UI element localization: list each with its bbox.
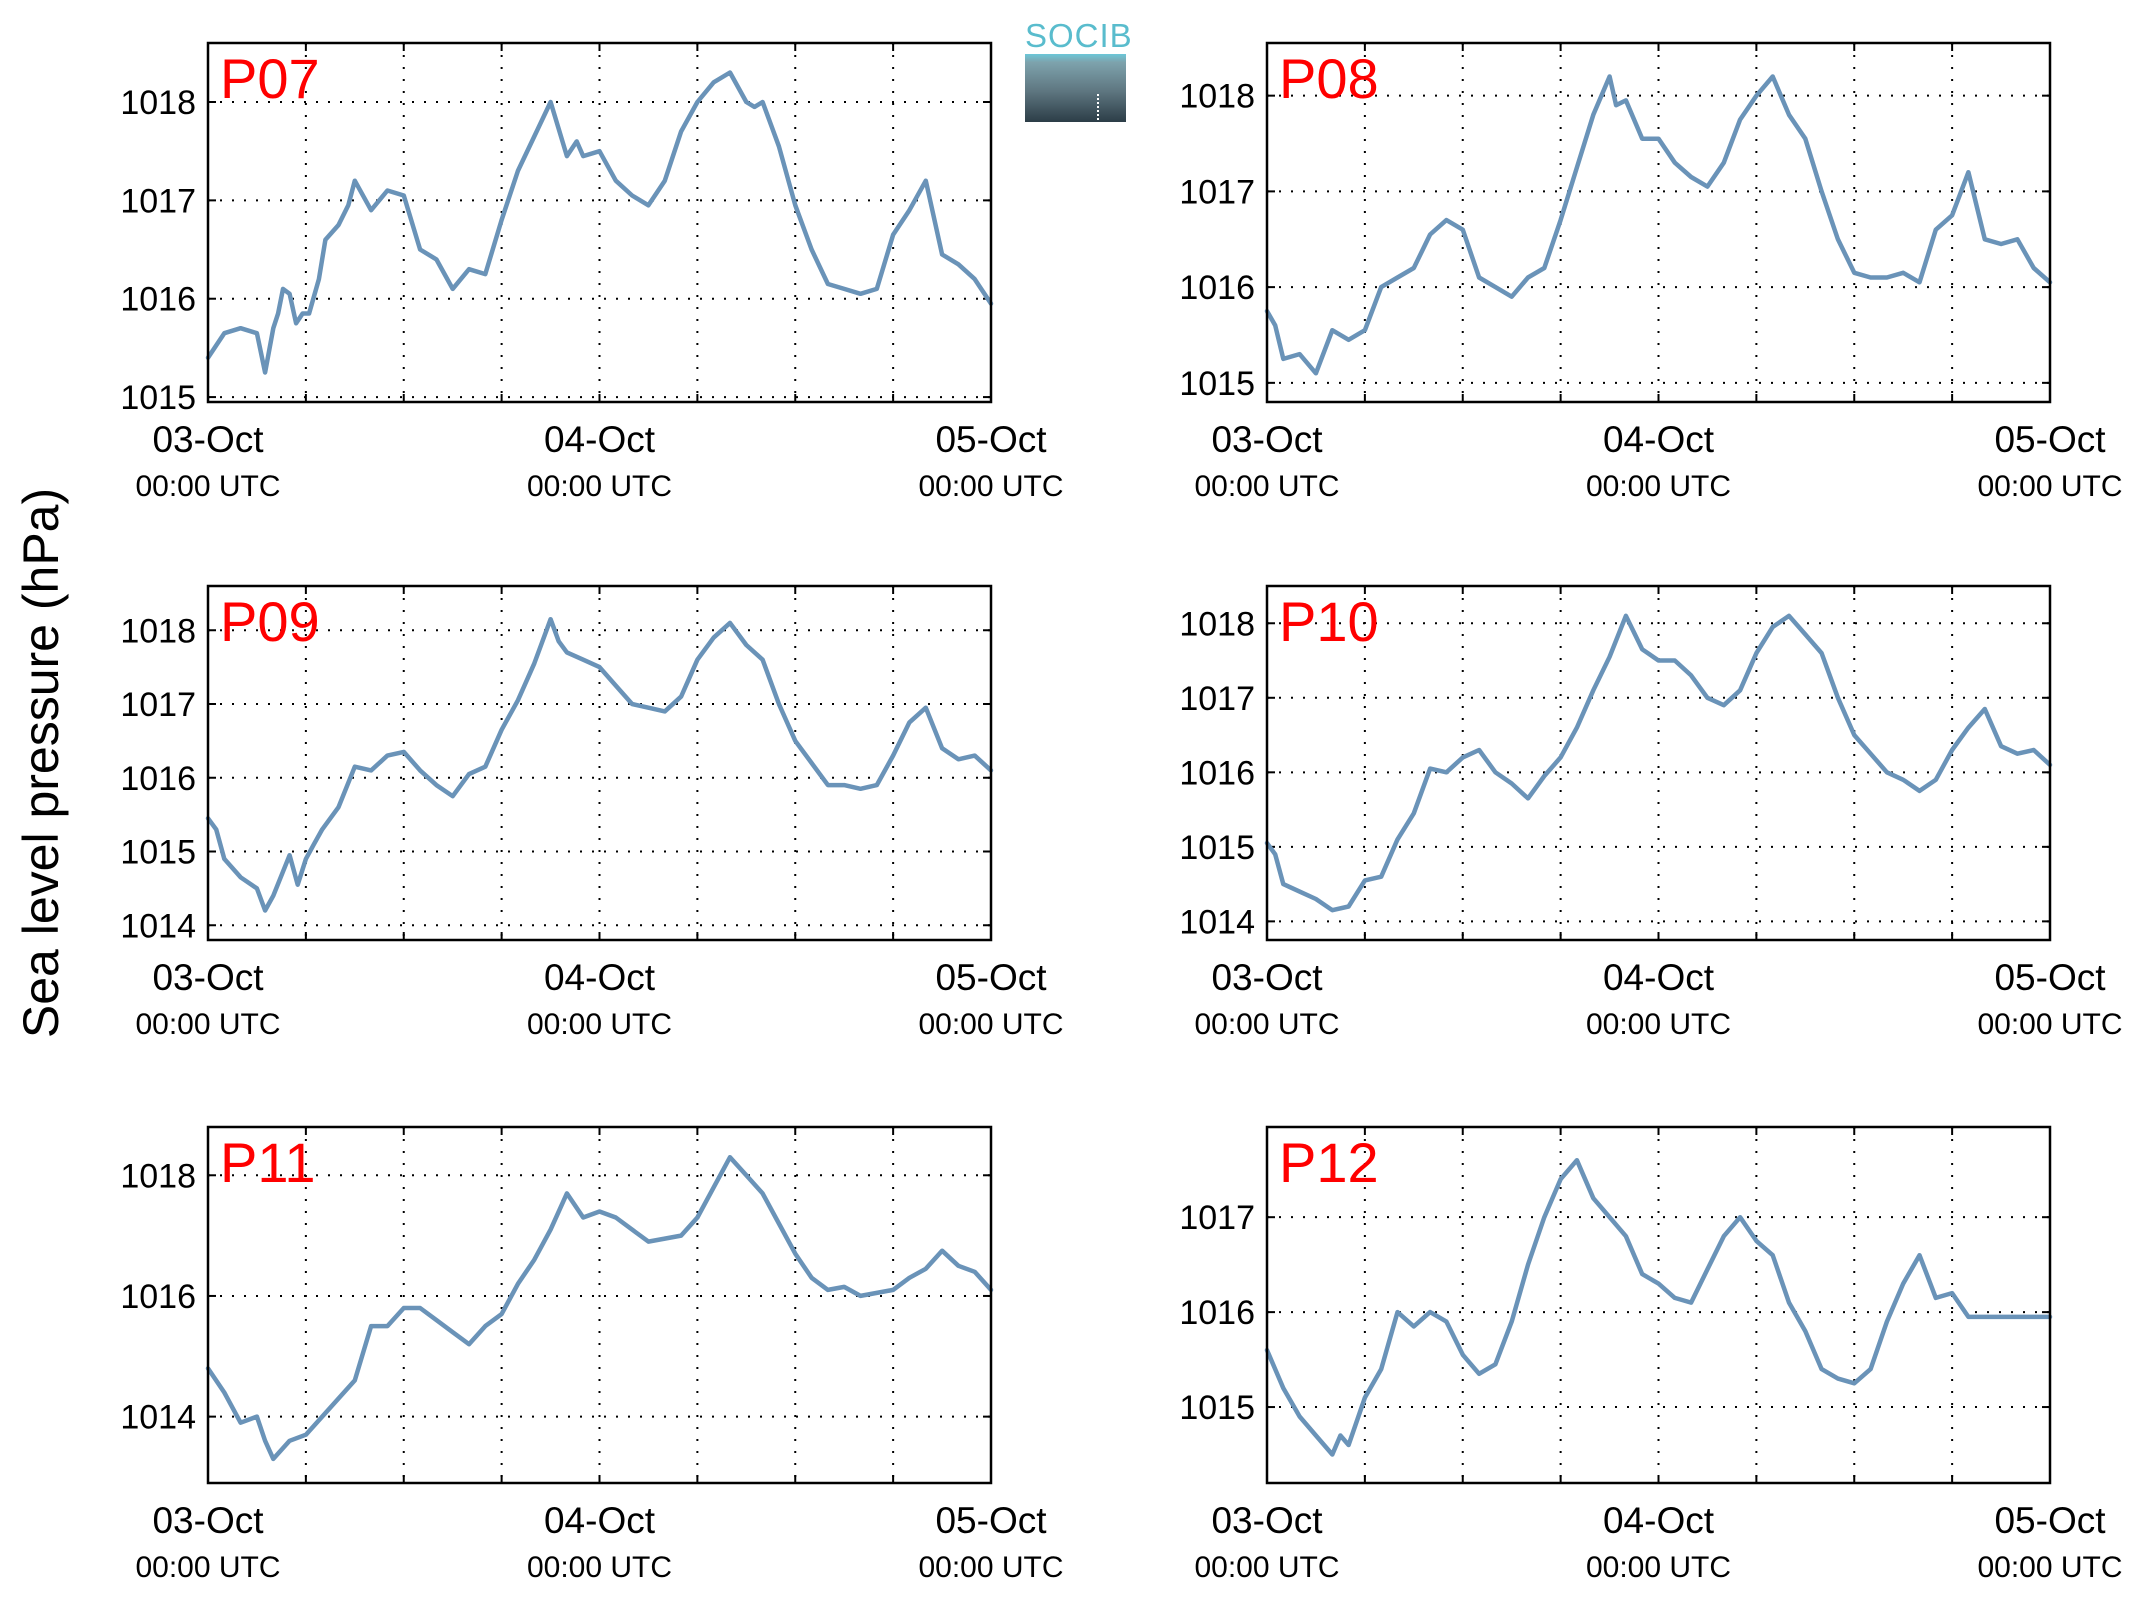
- x-tick-date-label: 04-Oct: [1603, 957, 1715, 998]
- x-tick-date-label: 03-Oct: [1211, 1500, 1323, 1541]
- x-tick-time-label: 00:00 UTC: [1194, 470, 1339, 503]
- panel-label: P12: [1279, 1131, 1379, 1194]
- x-tick-date-label: 05-Oct: [1994, 419, 2106, 460]
- x-tick-time-label: 00:00 UTC: [1194, 1008, 1339, 1041]
- series-line: [205, 70, 994, 375]
- x-tick-time-label: 00:00 UTC: [1586, 470, 1731, 503]
- panel-label: P10: [1279, 590, 1379, 653]
- y-tick-label: 1018: [120, 1157, 196, 1195]
- panel-label: P09: [220, 590, 320, 653]
- x-tick-time-label: 00:00 UTC: [918, 1008, 1063, 1041]
- x-tick-time-label: 00:00 UTC: [135, 470, 280, 503]
- series-line: [205, 616, 994, 913]
- panels-group: 1015 1016 1017 1018 03-Oct 00:00 UTC 04-Oct 00:…: [120, 41, 2123, 1584]
- y-tick-label: 1018: [120, 84, 196, 122]
- x-tick-time-label: 00:00 UTC: [527, 470, 672, 503]
- x-tick-time-label: 00:00 UTC: [1586, 1008, 1731, 1041]
- x-tick-time-label: 00:00 UTC: [135, 1008, 280, 1041]
- panel-p07: 1015 1016 1017 1018 03-Oct 00:00 UTC 04-Oct 00:…: [120, 41, 1064, 503]
- panel-p11: 1014 1016 1018 03-Oct 00:00 UTC 04-Oct 00:00 U…: [120, 1125, 1064, 1584]
- x-tick-time-label: 00:00 UTC: [1977, 1008, 2122, 1041]
- y-tick-label: 1014: [120, 1399, 196, 1437]
- y-tick-label: 1016: [120, 1278, 196, 1316]
- plot-frame: [1265, 41, 2052, 404]
- x-tick-date-label: 04-Oct: [1603, 1500, 1715, 1541]
- panel-label: P08: [1279, 47, 1379, 110]
- x-tick-date-label: 05-Oct: [935, 957, 1047, 998]
- series-line: [1264, 1157, 2053, 1457]
- panel-label: P07: [220, 47, 320, 110]
- series-line: [1264, 613, 2053, 913]
- y-tick-label: 1018: [1179, 78, 1255, 116]
- y-tick-label: 1015: [120, 834, 196, 872]
- x-tick-time-label: 00:00 UTC: [1977, 470, 2122, 503]
- x-tick-date-label: 03-Oct: [152, 419, 264, 460]
- y-tick-label: 1016: [120, 281, 196, 319]
- panel-p09: 1014 1015 1016 1017 1018 03-Oct 00:00 UTC 04-Oc…: [120, 584, 1064, 1041]
- plot-frame: [206, 1125, 993, 1485]
- x-tick-date-label: 04-Oct: [544, 419, 656, 460]
- y-tick-label: 1017: [120, 182, 196, 220]
- y-tick-label: 1017: [1179, 1199, 1255, 1237]
- y-tick-label: 1014: [1179, 903, 1255, 941]
- x-tick-date-label: 05-Oct: [1994, 957, 2106, 998]
- y-tick-label: 1016: [120, 760, 196, 798]
- x-tick-date-label: 04-Oct: [544, 957, 656, 998]
- x-tick-time-label: 00:00 UTC: [918, 470, 1063, 503]
- y-tick-label: 1015: [1179, 1389, 1255, 1427]
- y-tick-label: 1018: [120, 612, 196, 650]
- x-tick-date-label: 03-Oct: [152, 1500, 264, 1541]
- panel-label: P11: [220, 1131, 315, 1194]
- socib-logo: SOCIB: [1025, 17, 1133, 124]
- x-tick-time-label: 00:00 UTC: [1977, 1551, 2122, 1584]
- x-tick-time-label: 00:00 UTC: [527, 1551, 672, 1584]
- series-line: [1264, 74, 2053, 376]
- panel-p12: 1015 1016 1017 03-Oct 00:00 UTC 04-Oct 00:00 U…: [1179, 1125, 2123, 1584]
- x-tick-time-label: 00:00 UTC: [1586, 1551, 1731, 1584]
- x-tick-date-label: 04-Oct: [1603, 419, 1715, 460]
- logo-graphic: [1025, 54, 1126, 124]
- y-tick-label: 1015: [1179, 829, 1255, 867]
- series-line: [205, 1154, 994, 1462]
- x-tick-time-label: 00:00 UTC: [527, 1008, 672, 1041]
- x-tick-time-label: 00:00 UTC: [135, 1551, 280, 1584]
- x-tick-date-label: 05-Oct: [935, 419, 1047, 460]
- y-axis-label: Sea level pressure (hPa): [13, 488, 69, 1038]
- x-tick-time-label: 00:00 UTC: [918, 1551, 1063, 1584]
- x-tick-date-label: 05-Oct: [1994, 1500, 2106, 1541]
- panel-p08: 1015 1016 1017 1018 03-Oct 00:00 UTC 04-Oct 00:…: [1179, 41, 2123, 503]
- plot-frame: [206, 41, 993, 404]
- panel-p10: 1014 1015 1016 1017 1018 03-Oct 00:00 UTC 04-Oc…: [1179, 584, 2123, 1041]
- x-tick-date-label: 03-Oct: [1211, 957, 1323, 998]
- plot-frame: [1265, 1125, 2052, 1485]
- y-tick-label: 1017: [120, 686, 196, 724]
- y-tick-label: 1016: [1179, 754, 1255, 792]
- y-tick-label: 1016: [1179, 269, 1255, 307]
- x-tick-date-label: 03-Oct: [152, 957, 264, 998]
- y-tick-label: 1017: [1179, 680, 1255, 718]
- y-tick-label: 1014: [120, 907, 196, 945]
- x-tick-time-label: 00:00 UTC: [1194, 1551, 1339, 1584]
- x-tick-date-label: 04-Oct: [544, 1500, 656, 1541]
- plot-frame: [206, 584, 993, 942]
- logo-tick-icon: [1097, 94, 1101, 124]
- plot-frame: [1265, 584, 2052, 942]
- y-tick-label: 1016: [1179, 1294, 1255, 1332]
- x-tick-date-label: 03-Oct: [1211, 419, 1323, 460]
- logo-text: SOCIB: [1025, 17, 1133, 54]
- y-tick-label: 1015: [120, 379, 196, 417]
- y-tick-label: 1017: [1179, 173, 1255, 211]
- y-tick-label: 1015: [1179, 365, 1255, 403]
- y-tick-label: 1018: [1179, 605, 1255, 643]
- x-tick-date-label: 05-Oct: [935, 1500, 1047, 1541]
